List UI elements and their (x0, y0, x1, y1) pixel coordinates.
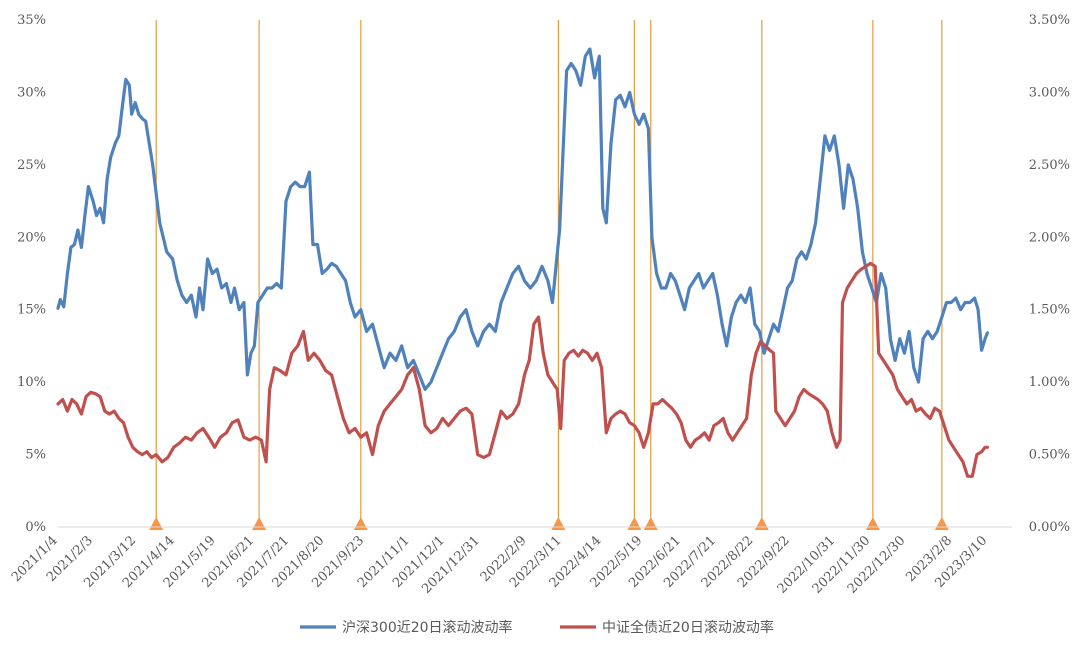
y-right-tick-label: 2.50% (1029, 158, 1070, 173)
y-left-tick-label: 30% (17, 85, 46, 100)
legend-label-1: 中证全债近20日滚动波动率 (602, 619, 774, 636)
y-left-tick-label: 0% (25, 520, 46, 535)
y-right-tick-label: 1.50% (1029, 303, 1070, 318)
y-right-tick-label: 0.50% (1029, 448, 1070, 463)
y-right-tick-label: 0.00% (1029, 520, 1070, 535)
y-left-tick-label: 20% (17, 230, 46, 245)
legend-label-0: 沪深300近20日滚动波动率 (342, 619, 513, 636)
series-layer (56, 47, 990, 478)
y-right-tick-label: 1.00% (1029, 375, 1070, 390)
y-right-tick-label: 3.00% (1029, 85, 1070, 100)
series-line-1 (56, 261, 990, 478)
legend: 沪深300近20日滚动波动率 中证全债近20日滚动波动率 (300, 619, 774, 636)
y-left-tick-label: 5% (25, 448, 46, 463)
y-left-tick-label: 10% (17, 375, 46, 390)
series-line-0 (56, 47, 990, 391)
y-left-tick-label: 25% (17, 158, 46, 173)
y-right-tick-label: 2.00% (1029, 230, 1070, 245)
y-left-tick-label: 15% (17, 303, 46, 318)
y-right-tick-label: 3.50% (1029, 13, 1070, 28)
y-left-tick-label: 35% (17, 13, 46, 28)
